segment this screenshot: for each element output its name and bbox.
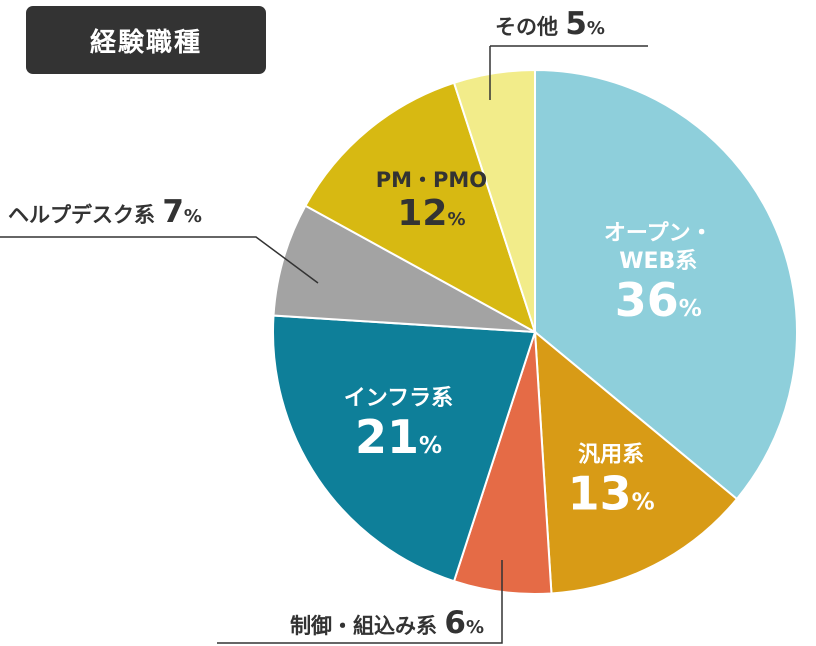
slice-value: 36%	[615, 273, 702, 327]
pie-slice	[534, 68, 798, 501]
pie-slices	[272, 68, 798, 595]
slice-label: オープン・	[604, 221, 713, 246]
slice-label: インフラ系	[344, 386, 453, 411]
slice-label: WEB系	[619, 249, 697, 274]
pie-slice	[272, 204, 536, 333]
slice-value: 12%	[397, 193, 465, 234]
leader-lines	[0, 45, 648, 644]
leader-line	[0, 236, 319, 284]
pie-slice	[533, 329, 739, 595]
slice-label: 汎用系	[578, 442, 644, 467]
leader-line	[217, 560, 503, 644]
slice-label: 制御・組込み系 6%	[290, 605, 484, 641]
pie-slice	[304, 81, 537, 335]
slice-value: 13%	[568, 466, 655, 520]
slice-value: 21%	[355, 410, 442, 464]
slice-label: その他 5%	[495, 6, 605, 42]
pie-slice	[452, 68, 536, 333]
slice-label: PM・PMO	[376, 168, 487, 192]
slice-label: ヘルプデスク系 7%	[8, 194, 202, 230]
pie-slice	[272, 314, 537, 583]
chart-title-badge: 経験職種	[26, 6, 266, 74]
